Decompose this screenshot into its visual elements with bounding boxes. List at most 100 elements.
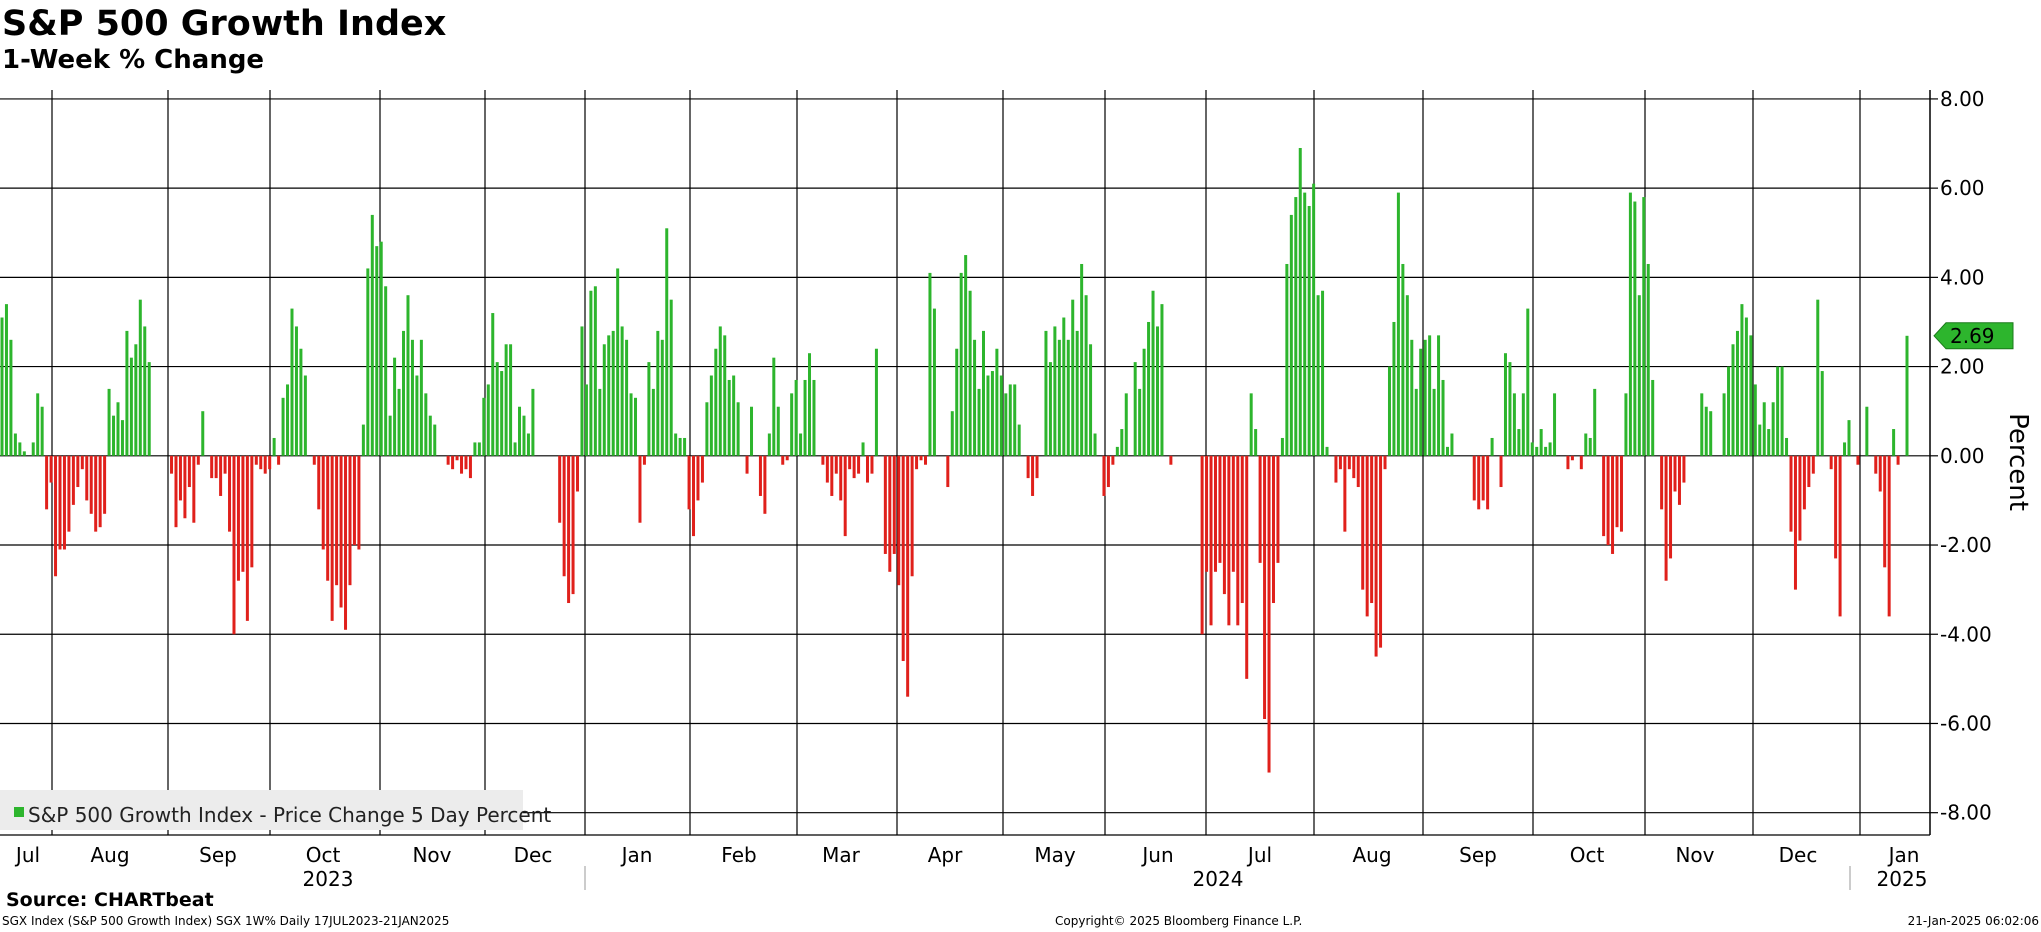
- bar: [692, 455, 696, 537]
- bar: [428, 415, 432, 456]
- bar: [62, 455, 66, 550]
- bar: [1387, 366, 1391, 456]
- bar: [455, 455, 459, 461]
- bar: [259, 455, 263, 470]
- y-tick-label: 2.00: [1940, 355, 1985, 379]
- bar: [634, 397, 638, 456]
- bar: [901, 455, 905, 662]
- bar: [80, 455, 84, 470]
- bar: [1843, 442, 1847, 456]
- bar: [1539, 429, 1543, 456]
- bar: [1896, 455, 1900, 465]
- bar: [767, 433, 771, 456]
- bar: [196, 455, 200, 465]
- bar: [1816, 299, 1820, 456]
- bar: [995, 348, 999, 456]
- bar: [1008, 384, 1012, 456]
- bar: [629, 393, 633, 456]
- legend-box: [0, 790, 523, 830]
- bar: [1048, 362, 1052, 456]
- bar: [1740, 304, 1744, 456]
- bar: [1811, 455, 1815, 474]
- bar: [223, 455, 227, 474]
- bar: [236, 455, 240, 581]
- bar: [1370, 455, 1374, 604]
- bar: [13, 433, 17, 456]
- bar: [1254, 429, 1258, 456]
- bar: [1651, 379, 1655, 456]
- bar: [981, 330, 985, 456]
- bar: [1628, 192, 1632, 456]
- bar: [410, 339, 414, 456]
- bar: [526, 433, 530, 456]
- bar: [1611, 455, 1615, 554]
- bar: [393, 357, 397, 456]
- bar: [1499, 455, 1503, 488]
- bar: [1481, 455, 1485, 501]
- bar: [785, 455, 789, 461]
- bar: [1396, 192, 1400, 456]
- bar: [330, 455, 334, 621]
- bar: [76, 455, 80, 488]
- bar: [1057, 339, 1061, 456]
- x-tick-label: Jul: [1246, 843, 1272, 867]
- bar: [1722, 393, 1726, 456]
- bar: [1160, 304, 1164, 456]
- bar: [1066, 339, 1070, 456]
- bar: [250, 455, 254, 568]
- bar: [1633, 201, 1637, 456]
- x-tick-label: Apr: [928, 843, 963, 867]
- bar: [950, 411, 954, 456]
- bar: [379, 241, 383, 456]
- bar: [71, 455, 75, 505]
- bar: [85, 455, 89, 501]
- bar: [1838, 455, 1842, 617]
- bar: [910, 455, 914, 577]
- bar: [1026, 455, 1030, 479]
- bar: [758, 455, 762, 496]
- bar: [67, 455, 71, 532]
- bar: [924, 455, 928, 465]
- bar: [321, 455, 325, 550]
- bar: [312, 455, 316, 465]
- bar: [54, 455, 58, 577]
- bar: [656, 330, 660, 456]
- bar: [1887, 455, 1891, 617]
- bar: [1138, 388, 1142, 456]
- bar: [1120, 429, 1124, 456]
- bar: [562, 455, 566, 577]
- bar: [571, 455, 575, 595]
- bar: [1325, 446, 1329, 456]
- bar: [888, 455, 892, 572]
- bar: [651, 388, 655, 456]
- bar: [272, 437, 276, 456]
- bar: [576, 455, 580, 492]
- bar: [794, 379, 798, 456]
- bar: [1526, 308, 1530, 456]
- bar: [361, 424, 365, 456]
- bar: [219, 455, 223, 496]
- bar: [584, 384, 588, 456]
- legend-swatch: [14, 807, 24, 817]
- bar: [1490, 437, 1494, 456]
- bar: [9, 339, 13, 456]
- bar: [18, 442, 22, 456]
- bar: [1682, 455, 1686, 483]
- bar: [834, 455, 838, 474]
- bar: [1044, 330, 1048, 456]
- bar: [1566, 455, 1570, 470]
- bar: [1785, 437, 1789, 456]
- bar: [973, 339, 977, 456]
- bar: [1410, 339, 1414, 456]
- bar: [1735, 330, 1739, 456]
- bar: [736, 402, 740, 456]
- bar: [1347, 455, 1351, 470]
- bar: [187, 455, 191, 488]
- bar: [1169, 455, 1173, 465]
- bar: [1249, 393, 1253, 456]
- bar: [866, 455, 870, 483]
- bar: [665, 228, 669, 456]
- bar: [241, 455, 245, 572]
- bar: [1588, 437, 1592, 456]
- bar: [192, 455, 196, 523]
